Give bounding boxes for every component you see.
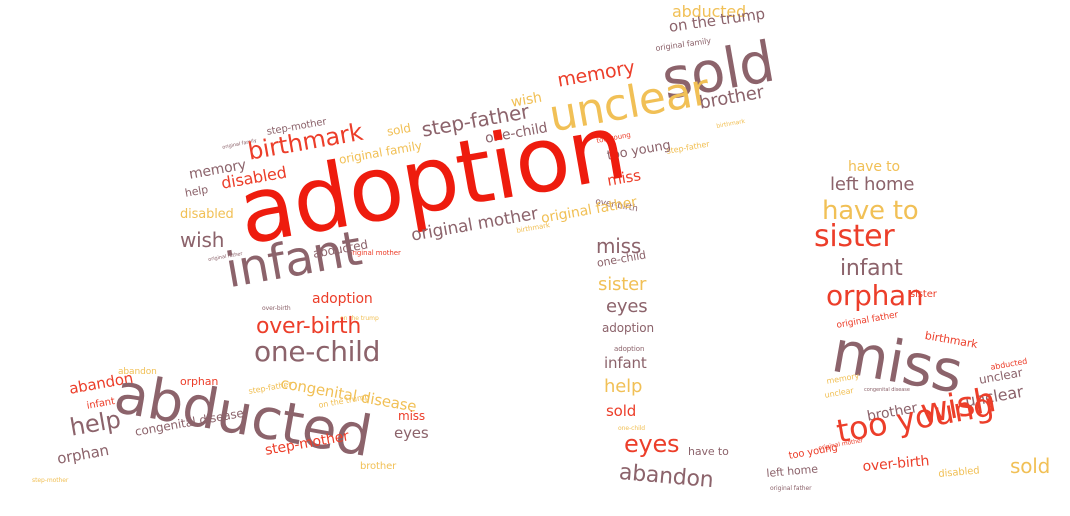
- cloud-word: sister: [910, 289, 937, 300]
- cloud-word: wish: [180, 228, 225, 252]
- cloud-word: unclear: [823, 385, 855, 400]
- cloud-word: one-child: [254, 335, 381, 368]
- cloud-word: infant: [840, 256, 903, 281]
- cloud-word: miss: [398, 409, 426, 423]
- cloud-word: original mother: [348, 249, 401, 257]
- cloud-word: orphan: [826, 279, 924, 312]
- cloud-word: original father: [770, 485, 812, 492]
- cloud-word: have to: [688, 445, 729, 458]
- cloud-word: disabled: [180, 207, 234, 222]
- cloud-word: have to: [822, 196, 919, 226]
- cloud-word: orphan: [180, 375, 219, 388]
- cloud-word: left home: [830, 174, 915, 195]
- cloud-word: help: [67, 405, 123, 442]
- cloud-word: on the trump: [340, 315, 379, 322]
- cloud-word: disabled: [937, 465, 981, 480]
- cloud-word: abducted: [672, 2, 747, 21]
- cloud-word: eyes: [606, 296, 648, 317]
- cloud-word: congenital disease: [864, 387, 910, 393]
- cloud-word: have to: [848, 159, 900, 175]
- cloud-word: step-mother: [32, 477, 69, 484]
- cloud-word: birthmark: [715, 117, 746, 130]
- cloud-word: one-child: [618, 425, 646, 432]
- cloud-word: step-father: [665, 139, 711, 156]
- cloud-word: too young: [787, 442, 839, 462]
- cloud-word: adoption: [602, 321, 654, 335]
- cloud-word: over-birth: [861, 453, 930, 475]
- cloud-word: eyes: [624, 430, 680, 458]
- cloud-word: over-birth: [256, 314, 362, 339]
- cloud-word: brother: [360, 461, 397, 472]
- cloud-word: abandon: [617, 460, 715, 494]
- cloud-word: orphan: [55, 440, 111, 468]
- cloud-word: over-birth: [262, 305, 291, 312]
- cloud-word: sister: [814, 219, 895, 254]
- cloud-word: help: [604, 376, 643, 397]
- cloud-word: adoption: [614, 345, 645, 353]
- cloud-word: abandon: [118, 367, 157, 377]
- cloud-word: sold: [1010, 454, 1051, 478]
- cloud-word: help: [183, 182, 210, 200]
- cloud-word: adoption: [312, 291, 373, 307]
- cloud-word: sold: [606, 402, 637, 420]
- cloud-word: left home: [765, 462, 819, 480]
- cloud-word: infant: [604, 354, 647, 372]
- cloud-word: eyes: [394, 424, 429, 442]
- cloud-word: sister: [598, 274, 647, 295]
- cloud-word: miss: [596, 234, 642, 258]
